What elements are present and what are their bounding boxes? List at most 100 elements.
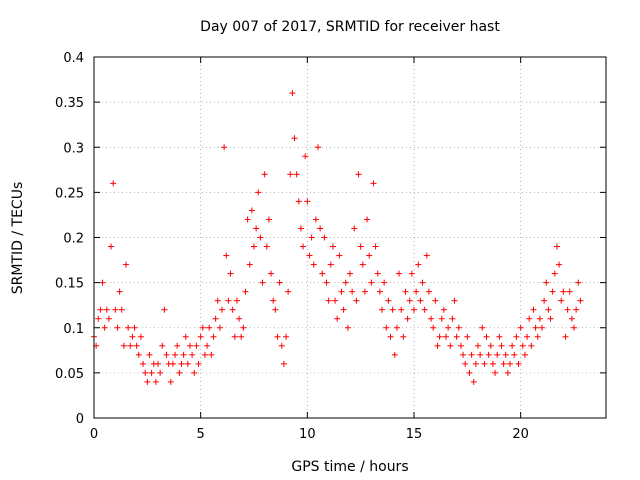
data-point bbox=[487, 342, 494, 349]
data-point bbox=[560, 288, 567, 295]
data-point bbox=[564, 306, 571, 313]
data-point bbox=[293, 171, 300, 178]
data-point bbox=[372, 243, 379, 250]
data-point bbox=[231, 333, 238, 340]
y-tick-label: 0.2 bbox=[63, 232, 84, 247]
data-point bbox=[513, 333, 520, 340]
data-point bbox=[253, 225, 260, 232]
data-point bbox=[411, 306, 417, 313]
x-axis-title: GPS time / hours bbox=[291, 459, 408, 475]
y-tick-label: 0.05 bbox=[55, 367, 84, 382]
data-point bbox=[214, 297, 221, 304]
data-point bbox=[496, 333, 503, 340]
data-point bbox=[240, 324, 247, 331]
data-point bbox=[159, 342, 166, 349]
data-point bbox=[404, 315, 411, 322]
data-point bbox=[155, 360, 161, 367]
data-point bbox=[451, 297, 458, 304]
data-point bbox=[97, 306, 104, 313]
data-point bbox=[347, 270, 353, 277]
data-point bbox=[428, 315, 435, 322]
data-point bbox=[227, 270, 234, 277]
data-point bbox=[310, 261, 317, 268]
data-point bbox=[507, 360, 513, 367]
data-point bbox=[172, 351, 179, 358]
data-point bbox=[163, 351, 170, 358]
data-point bbox=[276, 279, 283, 286]
data-point bbox=[396, 270, 403, 277]
data-point bbox=[182, 333, 189, 340]
data-point bbox=[479, 324, 486, 331]
data-point bbox=[415, 261, 422, 268]
data-point bbox=[178, 360, 185, 367]
y-tick-label: 0.1 bbox=[63, 322, 84, 337]
data-point bbox=[355, 171, 362, 178]
y-tick-label: 0.35 bbox=[55, 96, 84, 111]
data-point bbox=[460, 351, 467, 358]
data-point bbox=[526, 315, 533, 322]
data-point bbox=[381, 279, 388, 286]
data-point bbox=[568, 315, 575, 322]
data-point bbox=[443, 333, 449, 340]
data-point bbox=[492, 369, 499, 376]
data-point bbox=[408, 270, 415, 277]
data-point bbox=[187, 342, 193, 349]
ticks-layer: 0 0.05 0.1 0.15 0.2 0.25 0.3 0.35 0.4 0 5 10 15 20 bbox=[55, 51, 606, 442]
data-point bbox=[336, 252, 343, 259]
data-point bbox=[257, 234, 264, 241]
data-point bbox=[144, 378, 151, 385]
data-point bbox=[364, 216, 371, 223]
data-point bbox=[327, 261, 334, 268]
data-point bbox=[110, 180, 117, 187]
data-point bbox=[464, 333, 471, 340]
x-tick-label: 0 bbox=[90, 427, 98, 442]
data-point bbox=[472, 360, 479, 367]
data-point bbox=[417, 297, 424, 304]
data-point bbox=[453, 333, 460, 340]
data-point bbox=[221, 144, 228, 151]
data-point bbox=[539, 324, 545, 331]
data-point bbox=[515, 360, 522, 367]
data-point bbox=[319, 270, 326, 277]
data-point bbox=[272, 306, 279, 313]
data-point bbox=[285, 288, 292, 295]
data-point bbox=[317, 225, 324, 232]
data-point bbox=[129, 333, 136, 340]
data-point bbox=[353, 297, 360, 304]
data-point bbox=[483, 333, 490, 340]
data-point bbox=[148, 369, 155, 376]
data-point bbox=[206, 324, 213, 331]
data-point bbox=[321, 234, 328, 241]
data-point bbox=[528, 342, 535, 349]
data-point bbox=[338, 288, 345, 295]
data-point bbox=[312, 216, 319, 223]
data-point bbox=[174, 342, 181, 349]
data-point bbox=[447, 342, 454, 349]
data-point bbox=[455, 324, 462, 331]
data-point bbox=[500, 360, 507, 367]
data-point bbox=[391, 351, 398, 358]
data-point bbox=[393, 324, 400, 331]
data-point bbox=[255, 189, 262, 196]
data-point bbox=[494, 351, 501, 358]
data-point bbox=[413, 288, 420, 295]
data-point bbox=[466, 369, 473, 376]
chart-title: Day 007 of 2017, SRMTID for receiver has… bbox=[200, 19, 500, 35]
data-point bbox=[498, 342, 505, 349]
data-point bbox=[180, 351, 187, 358]
data-point bbox=[323, 279, 330, 286]
data-point bbox=[105, 315, 112, 322]
data-point bbox=[197, 333, 204, 340]
data-point bbox=[530, 306, 537, 313]
data-point bbox=[216, 324, 223, 331]
data-point bbox=[142, 369, 149, 376]
y-axis-title: SRMTID / TECUs bbox=[10, 182, 26, 295]
data-point bbox=[436, 333, 443, 340]
data-point bbox=[261, 171, 268, 178]
data-point bbox=[169, 360, 176, 367]
data-point bbox=[229, 306, 236, 313]
points-layer bbox=[91, 90, 584, 385]
data-point bbox=[244, 216, 251, 223]
data-point bbox=[223, 252, 230, 259]
data-point bbox=[543, 279, 550, 286]
